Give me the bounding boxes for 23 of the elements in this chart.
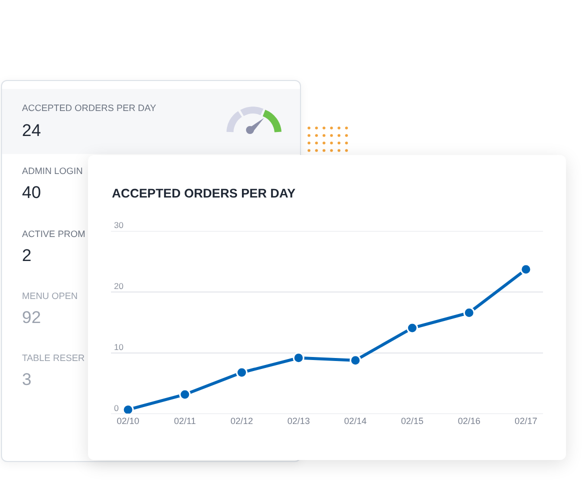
text: ADMIN LOGIN xyxy=(22,166,83,176)
text: 24 xyxy=(22,121,41,141)
text: 92 xyxy=(22,308,41,328)
x-tick-label: 02/16 xyxy=(458,416,480,426)
x-tick-label: 02/12 xyxy=(230,416,254,426)
x-tick-label: 02/13 xyxy=(287,416,310,426)
text: 40 xyxy=(22,183,41,203)
y-tick-label: 20 xyxy=(114,281,124,292)
x-tick-label: 02/17 xyxy=(514,416,538,426)
x-tick-label: 02/15 xyxy=(400,416,424,426)
text: 3 xyxy=(22,370,32,390)
y-tick-label: 10 xyxy=(114,342,124,352)
x-tick-label: 02/14 xyxy=(344,416,367,426)
text: ACCEPTED ORDERS PER DAY xyxy=(22,103,156,113)
y-tick-label: 30 xyxy=(114,220,124,230)
text: MENU OPEN xyxy=(22,291,78,301)
text: 2 xyxy=(22,246,32,266)
text: ACTIVE PROM xyxy=(22,229,86,239)
y-tick-label: 0 xyxy=(114,403,119,414)
x-tick-label: 02/11 xyxy=(174,416,196,426)
text: TABLE RESER xyxy=(22,353,85,363)
chart-title: ACCEPTED ORDERS PER DAY xyxy=(112,186,296,200)
x-tick-label: 02/10 xyxy=(116,416,140,426)
